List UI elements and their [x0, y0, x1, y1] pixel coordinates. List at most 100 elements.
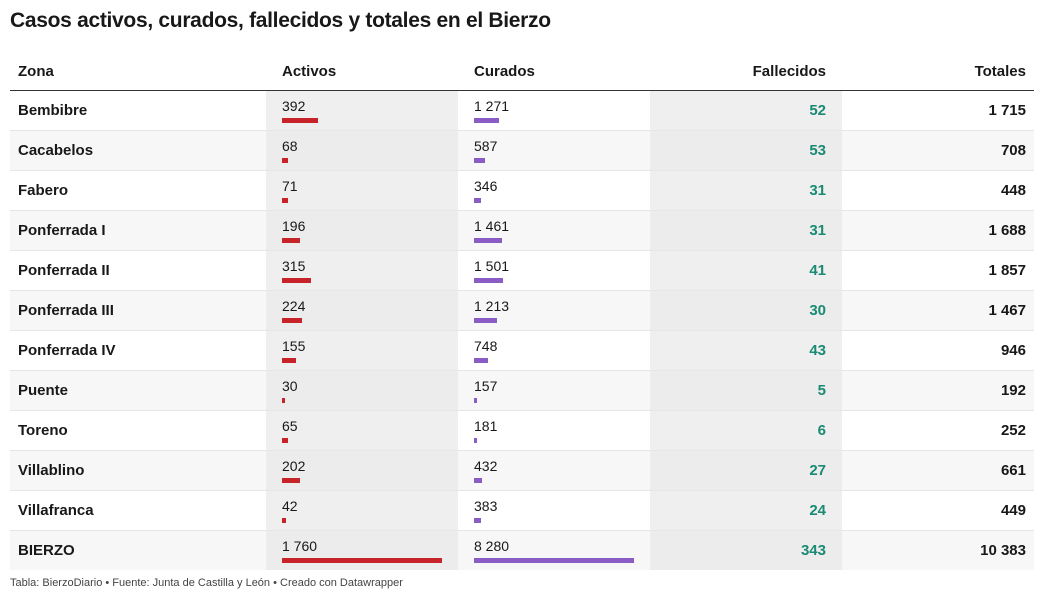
totales-cell: 1 467 [988, 302, 1026, 319]
header-totales[interactable]: Totales [974, 63, 1026, 80]
activos-value: 71 [282, 178, 298, 194]
source-footer: Tabla: BierzoDiario • Fuente: Junta de C… [10, 577, 403, 589]
header-activos[interactable]: Activos [282, 63, 337, 80]
curados-cell: 1 461 [458, 211, 650, 250]
curados-cell: 181 [458, 411, 650, 450]
curados-value: 157 [474, 378, 498, 394]
curados-cell: 587 [458, 131, 650, 170]
zona-cell: Bembibre [18, 102, 88, 119]
activos-value: 224 [282, 298, 306, 314]
data-table: Zona Activos Curados Fallecidos Totales … [10, 54, 1034, 570]
fallecidos-cell: 31 [650, 171, 842, 210]
totales-cell: 661 [1000, 462, 1026, 479]
zona-cell: Puente [18, 382, 69, 399]
curados-value: 1 213 [474, 298, 510, 314]
table-row: Villablino 202 432 27 661 [10, 451, 1034, 491]
curados-value: 587 [474, 138, 498, 154]
curados-bar [474, 518, 482, 523]
table-row: Fabero 71 346 31 448 [10, 171, 1034, 211]
fallecidos-cell: 5 [650, 371, 842, 410]
curados-cell: 157 [458, 371, 650, 410]
fallecidos-cell: 53 [650, 131, 842, 170]
curados-cell: 383 [458, 491, 650, 530]
header-zona[interactable]: Zona [18, 63, 54, 80]
curados-cell: 432 [458, 451, 650, 490]
chart-title: Casos activos, curados, fallecidos y tot… [10, 9, 551, 32]
header-curados[interactable]: Curados [474, 63, 535, 80]
table-header: Zona Activos Curados Fallecidos Totales [10, 54, 1034, 91]
totales-cell: 708 [1000, 142, 1026, 159]
activos-value: 196 [282, 218, 306, 234]
activos-cell: 30 [266, 371, 458, 410]
table-row: Ponferrada I 196 1 461 31 1 688 [10, 211, 1034, 251]
activos-bar [282, 238, 300, 243]
activos-cell: 315 [266, 251, 458, 290]
curados-value: 1 501 [474, 258, 510, 274]
activos-cell: 392 [266, 91, 458, 130]
zona-cell: Villafranca [18, 502, 94, 519]
table-row: Ponferrada IV 155 748 43 946 [10, 331, 1034, 371]
activos-bar [282, 318, 303, 323]
activos-value: 315 [282, 258, 306, 274]
curados-bar [474, 558, 634, 563]
curados-bar [474, 398, 478, 403]
totales-cell: 448 [1000, 182, 1026, 199]
table-row: Villafranca 42 383 24 449 [10, 491, 1034, 531]
curados-value: 181 [474, 418, 498, 434]
fallecidos-cell: 52 [650, 91, 842, 130]
table-row: Ponferrada II 315 1 501 41 1 857 [10, 251, 1034, 291]
activos-bar [282, 278, 311, 283]
curados-bar [474, 118, 499, 123]
curados-value: 383 [474, 498, 498, 514]
activos-value: 155 [282, 338, 306, 354]
activos-value: 42 [282, 498, 298, 514]
zona-cell: BIERZO [18, 542, 75, 559]
zona-cell: Cacabelos [18, 142, 94, 159]
fallecidos-cell: 41 [650, 251, 842, 290]
activos-cell: 224 [266, 291, 458, 330]
curados-cell: 748 [458, 331, 650, 370]
curados-value: 1 461 [474, 218, 510, 234]
activos-cell: 65 [266, 411, 458, 450]
totales-cell: 1 688 [988, 222, 1026, 239]
activos-cell: 202 [266, 451, 458, 490]
activos-value: 392 [282, 98, 306, 114]
fallecidos-cell: 43 [650, 331, 842, 370]
curados-value: 346 [474, 178, 498, 194]
curados-bar [474, 278, 503, 283]
totales-cell: 449 [1000, 502, 1026, 519]
zona-cell: Villablino [18, 462, 85, 479]
curados-bar [474, 478, 483, 483]
curados-bar [474, 438, 478, 443]
curados-cell: 1 213 [458, 291, 650, 330]
zona-cell: Ponferrada I [18, 222, 106, 239]
zona-cell: Ponferrada II [18, 262, 110, 279]
table-row: Puente 30 157 5 192 [10, 371, 1034, 411]
activos-bar [282, 118, 318, 123]
totales-cell: 1 715 [988, 102, 1026, 119]
curados-bar [474, 158, 486, 163]
fallecidos-cell: 27 [650, 451, 842, 490]
zona-cell: Fabero [18, 182, 69, 199]
activos-bar [282, 558, 442, 563]
activos-cell: 42 [266, 491, 458, 530]
header-fallecidos[interactable]: Fallecidos [752, 63, 826, 80]
curados-cell: 8 280 [458, 531, 650, 570]
fallecidos-cell: 30 [650, 291, 842, 330]
activos-cell: 196 [266, 211, 458, 250]
activos-value: 68 [282, 138, 298, 154]
curados-bar [474, 318, 498, 323]
zona-cell: Ponferrada III [18, 302, 114, 319]
curados-cell: 346 [458, 171, 650, 210]
zona-cell: Ponferrada IV [18, 342, 116, 359]
fallecidos-cell: 343 [650, 531, 842, 570]
activos-value: 1 760 [282, 538, 318, 554]
activos-cell: 155 [266, 331, 458, 370]
activos-bar [282, 398, 285, 403]
curados-value: 8 280 [474, 538, 510, 554]
curados-bar [474, 198, 481, 203]
activos-cell: 71 [266, 171, 458, 210]
activos-value: 30 [282, 378, 298, 394]
activos-cell: 1 760 [266, 531, 458, 570]
activos-value: 65 [282, 418, 298, 434]
